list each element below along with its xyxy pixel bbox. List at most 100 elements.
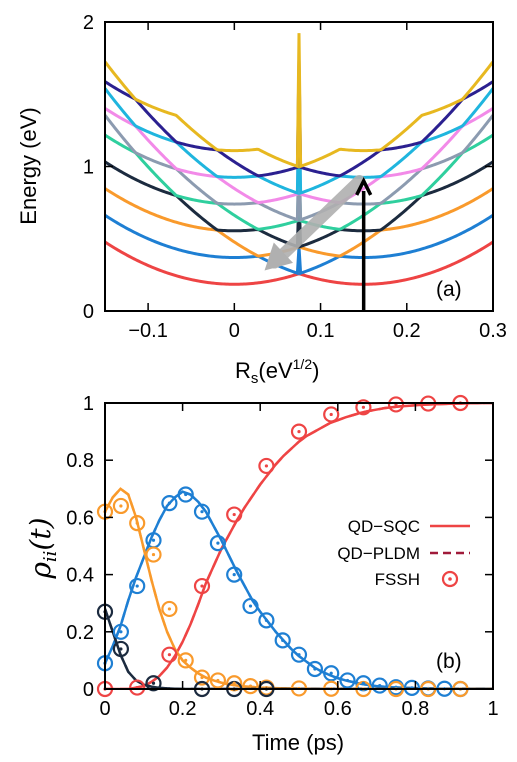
panel-b-label: (b) bbox=[436, 650, 462, 673]
fssh-marker-dot-state-1 bbox=[135, 584, 139, 588]
fssh-marker-dot-state-1 bbox=[281, 638, 285, 642]
legend-swatch-fssh bbox=[441, 570, 459, 588]
a-xtick-label: −0.1 bbox=[128, 320, 167, 342]
fssh-marker-state-1 bbox=[274, 632, 291, 649]
fssh-marker-state-2 bbox=[193, 669, 211, 686]
fssh-marker-dot-state-1 bbox=[297, 653, 301, 657]
fssh-marker-state-1 bbox=[403, 679, 421, 696]
fssh-marker-dot-state-0 bbox=[200, 584, 204, 588]
fssh-marker-state-0 bbox=[161, 646, 178, 663]
a-ytick-label: 1 bbox=[83, 157, 94, 179]
fssh-marker-dot-state-1 bbox=[248, 604, 253, 608]
legend-label-2: FSSH bbox=[375, 570, 420, 589]
fssh-marker-dot-state-1 bbox=[184, 492, 188, 497]
panel-b-y-ticks: 0 0.2 0.4 0.6 0.8 1 bbox=[66, 393, 493, 701]
fssh-marker-state-1 bbox=[339, 672, 356, 689]
b-xtick-label: 0.8 bbox=[401, 698, 429, 720]
fssh-marker-dot-state-1 bbox=[264, 618, 269, 622]
fssh-marker-state-0 bbox=[290, 423, 308, 440]
fssh-marker-dot-state-2 bbox=[216, 678, 220, 683]
fssh-marker-state-0 bbox=[193, 577, 211, 595]
fssh-marker-state-1 bbox=[161, 495, 178, 512]
pldm-line-state-0 bbox=[105, 403, 493, 689]
fssh-marker-dot-state-3 bbox=[151, 681, 156, 685]
b-ytick-label: 0.6 bbox=[66, 507, 94, 529]
panel-a-energy-curves: −0.1 0 0.1 0.2 0.3 0 1 2 (a) Rs(eV1/2) Energy … bbox=[16, 12, 507, 387]
fssh-marker-state-1 bbox=[242, 597, 259, 615]
fssh-marker-dot-state-2 bbox=[184, 658, 188, 663]
a-xtick-label: 0.1 bbox=[307, 320, 335, 342]
fssh-marker-dot-state-0 bbox=[167, 653, 172, 657]
a-xtick-label: 0.3 bbox=[479, 320, 507, 342]
fssh-marker-dot-state-2 bbox=[151, 552, 156, 557]
fssh-marker-state-1 bbox=[306, 660, 324, 678]
a-xtick-label: 0 bbox=[229, 320, 240, 342]
fssh-marker-state-2 bbox=[161, 600, 178, 618]
panel-a-label: (a) bbox=[436, 278, 462, 301]
fssh-marker-dot-state-2 bbox=[248, 684, 253, 688]
fssh-marker-dot-state-0 bbox=[329, 412, 333, 417]
b-xtick-label: 0.2 bbox=[169, 698, 197, 720]
fssh-marker-state-2 bbox=[145, 546, 162, 563]
b-xtick-label: 0.6 bbox=[324, 698, 352, 720]
b-ytick-label: 0.4 bbox=[66, 565, 94, 587]
fssh-marker-state-0 bbox=[129, 679, 146, 696]
relaxation-arrow-shaft bbox=[268, 174, 366, 269]
fssh-marker-state-2 bbox=[242, 678, 259, 695]
fssh-marker-dot-state-1 bbox=[200, 510, 204, 514]
fssh-marker-dot-state-1 bbox=[329, 671, 333, 675]
fssh-marker-dot-state-1 bbox=[232, 573, 236, 577]
fssh-marker-state-0 bbox=[355, 399, 372, 416]
fssh-marker-state-3 bbox=[145, 675, 162, 692]
panel-a-x-ticks: −0.1 0 0.1 0.2 0.3 bbox=[128, 22, 507, 342]
a-ytick-label: 0 bbox=[83, 301, 94, 323]
fssh-marker-state-1 bbox=[193, 503, 211, 520]
panel-a-plot-area bbox=[105, 33, 493, 286]
fssh-marker-state-1 bbox=[258, 612, 275, 629]
fssh-marker-dot-state-1 bbox=[167, 501, 172, 505]
fssh-marker-dot-state-1 bbox=[361, 681, 366, 685]
energy-curve-0 bbox=[105, 240, 493, 286]
b-xtick-label: 1 bbox=[487, 698, 498, 720]
fssh-marker-dot-state-1 bbox=[151, 538, 156, 542]
panel-b-legend: QD−SQC QD−PLDM FSSH bbox=[337, 517, 470, 589]
b-ytick-label: 0 bbox=[83, 679, 94, 701]
fssh-marker-dot-state-1 bbox=[345, 678, 350, 683]
fssh-marker-state-2 bbox=[209, 672, 227, 689]
excitation-arrow-head bbox=[355, 177, 373, 196]
fssh-marker-state-1 bbox=[371, 677, 388, 694]
fssh-marker-state-1 bbox=[129, 577, 146, 595]
fssh-marker-state-2 bbox=[177, 652, 194, 669]
fssh-marker-state-0 bbox=[226, 506, 243, 523]
fssh-marker-dot-state-0 bbox=[361, 405, 366, 409]
fssh-marker-dot-state-1 bbox=[313, 667, 317, 671]
fssh-marker-state-2 bbox=[129, 515, 146, 532]
panel-b-x-axis-label: Time (ps) bbox=[252, 730, 344, 755]
fssh-marker-dot-state-0 bbox=[232, 512, 236, 517]
legend-label-1: QD−PLDM bbox=[337, 544, 420, 563]
fssh-marker-dot-state-2 bbox=[200, 675, 204, 680]
fssh-marker-dot-state-1 bbox=[119, 630, 123, 634]
fssh-marker-state-1 bbox=[226, 566, 243, 583]
fssh-marker-state-0 bbox=[387, 396, 405, 413]
panel-a-y-ticks: 0 1 2 bbox=[83, 12, 493, 323]
panel-a-y-axis-label: Energy (eV) bbox=[16, 107, 41, 224]
panel-b-populations: 0 0.2 0.4 0.6 0.8 1 0 0.2 0.4 0.6 0.8 1 QD−SQC QD−P… bbox=[24, 393, 499, 755]
fssh-marker-dot-state-1 bbox=[216, 541, 220, 545]
panel-a-x-axis-label: Rs(eV1/2) bbox=[235, 356, 319, 387]
b-xtick-label: 0 bbox=[99, 698, 110, 720]
panel-a-annotations bbox=[264, 174, 373, 311]
energy-curve-9 bbox=[105, 33, 493, 169]
fssh-marker-dot-state-2 bbox=[135, 521, 139, 525]
relaxation-arrow-head bbox=[264, 242, 294, 271]
fssh-marker-state-3 bbox=[112, 640, 130, 658]
fssh-marker-dot-state-2 bbox=[232, 681, 236, 685]
panel-b-plot-area bbox=[105, 403, 493, 689]
legend-swatch-fssh-dot bbox=[448, 577, 452, 581]
fssh-marker-state-1 bbox=[290, 646, 308, 663]
fssh-marker-dot-state-3 bbox=[119, 647, 123, 651]
fssh-marker-state-0 bbox=[323, 406, 340, 423]
fssh-marker-state-2 bbox=[112, 497, 130, 515]
a-ytick-label: 2 bbox=[83, 12, 94, 34]
